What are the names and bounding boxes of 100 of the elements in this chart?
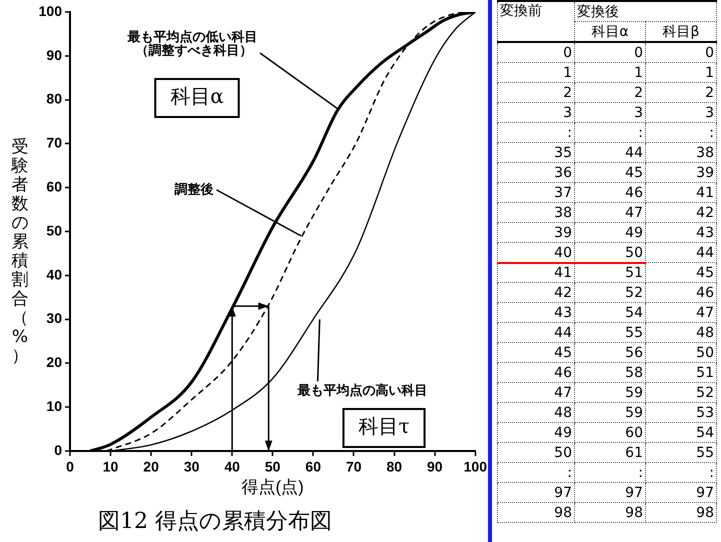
data-label: 45 xyxy=(574,162,646,182)
data-label: 97 xyxy=(646,482,716,502)
y-tick-label: 35 xyxy=(498,142,574,162)
x-tick-label: 80 xyxy=(386,458,402,474)
data-label: 97 xyxy=(574,482,646,502)
data-label: 1 xyxy=(646,62,716,82)
data-label: 59 xyxy=(574,402,646,422)
data-label: 3 xyxy=(574,102,646,122)
y-tick-label: 97 xyxy=(498,482,574,502)
data-label: 3 xyxy=(646,102,716,122)
annotation: 科目τ xyxy=(358,414,410,438)
x-tick-label: 10 xyxy=(102,458,119,474)
text: 図12 得点の累積分布図 xyxy=(97,508,333,536)
data-label: 41 xyxy=(646,182,716,202)
data-label: 47 xyxy=(574,202,646,222)
data-label: 49 xyxy=(574,222,646,242)
y-tick-label: 46 xyxy=(498,362,574,382)
annotation: 調整後 xyxy=(174,181,214,198)
y-tick-label: 40 xyxy=(498,242,574,262)
y-tick-label: : xyxy=(498,122,574,142)
y-tick-label: 50 xyxy=(46,222,62,238)
text: : xyxy=(709,124,714,140)
data-label: 45 xyxy=(646,262,716,282)
data-label: 48 xyxy=(646,322,716,342)
text: : xyxy=(709,464,714,480)
y-tick-label: 70 xyxy=(46,134,62,151)
x-tick-label: 0 xyxy=(66,458,74,474)
data-label: 55 xyxy=(574,322,646,342)
x-tick-label: 50 xyxy=(264,458,281,474)
data-label: 42 xyxy=(646,202,716,222)
annotation: 最も平均点の高い科目 xyxy=(296,382,428,399)
y-tick-label: 3 xyxy=(498,102,574,122)
data-label: 39 xyxy=(646,162,716,182)
x-tick-label: 30 xyxy=(184,458,200,474)
y-tick-label: 90 xyxy=(46,46,62,63)
data-label: 52 xyxy=(574,282,646,302)
data-label: 53 xyxy=(646,402,716,422)
x-tick-label: 科目β xyxy=(646,22,716,42)
annotation: 最も平均点の低い科目 xyxy=(126,28,258,45)
y-tick-label: 44 xyxy=(498,322,574,342)
data-label: 60 xyxy=(574,422,646,442)
annotation: 科目α xyxy=(170,84,224,108)
data-label: 98 xyxy=(574,502,646,522)
x-axis-title: 得点(点) xyxy=(241,477,304,496)
data-label: 59 xyxy=(574,382,646,402)
y-tick-label: 98 xyxy=(498,502,574,522)
y-tick-label: 49 xyxy=(498,422,574,442)
y-tick-label: 1 xyxy=(498,62,574,82)
y-axis-title: 変換前 xyxy=(498,1,574,42)
data-label: 1 xyxy=(574,62,646,82)
data-label: 2 xyxy=(574,82,646,102)
data-label: 2 xyxy=(646,82,716,102)
y-tick-label: 30 xyxy=(46,310,62,326)
y-tick-label: 20 xyxy=(46,354,62,370)
text: : xyxy=(638,464,643,480)
y-tick-label: 41 xyxy=(498,262,574,282)
data-label: 38 xyxy=(646,142,716,162)
y-tick-label: 38 xyxy=(498,202,574,222)
data-label: 52 xyxy=(646,382,716,402)
data-label: 51 xyxy=(574,262,646,282)
x-tick-label: 90 xyxy=(427,458,443,474)
y-tick-label: 42 xyxy=(498,282,574,302)
x-tick-label: 100 xyxy=(464,458,488,474)
y-tick-label: 80 xyxy=(46,90,62,107)
data-label: 56 xyxy=(574,342,646,362)
data-label: 0 xyxy=(574,42,646,62)
data-label: 58 xyxy=(574,362,646,382)
data-label: 55 xyxy=(646,442,716,462)
data-label: 44 xyxy=(574,142,646,162)
y-tick-label: 2 xyxy=(498,82,574,102)
data-label: 46 xyxy=(574,182,646,202)
y-tick-label: 100 xyxy=(38,2,62,19)
y-tick-label: 0 xyxy=(498,42,574,62)
y-tick-label: 47 xyxy=(498,382,574,402)
y-tick-label: 60 xyxy=(46,178,62,194)
annotation: （調整すべき科目） xyxy=(136,42,252,58)
data-label: 44 xyxy=(646,242,716,262)
y-tick-label: 0 xyxy=(54,442,62,458)
y-tick-label: 10 xyxy=(46,398,62,414)
x-tick-label: 20 xyxy=(143,458,160,474)
y-tick-label: 36 xyxy=(498,162,574,182)
data-label: 43 xyxy=(646,222,716,242)
x-tick-label: 60 xyxy=(305,458,322,474)
data-label: 61 xyxy=(574,442,646,462)
data-label: 47 xyxy=(646,302,716,322)
data-label: 54 xyxy=(646,422,716,442)
text: : xyxy=(638,124,643,140)
data-label: 51 xyxy=(646,362,716,382)
x-tick-label: 40 xyxy=(224,458,240,474)
x-axis-title: 変換後 xyxy=(574,1,716,22)
y-tick-label: 48 xyxy=(498,402,574,422)
data-label: 46 xyxy=(646,282,716,302)
y-tick-label: : xyxy=(498,462,574,482)
data-label: 50 xyxy=(574,242,646,262)
y-tick-label: 39 xyxy=(498,222,574,242)
data-label: 54 xyxy=(574,302,646,322)
y-tick-label: 37 xyxy=(498,182,574,202)
y-tick-label: 43 xyxy=(498,302,574,322)
data-label: 0 xyxy=(646,42,716,62)
y-tick-label: 45 xyxy=(498,342,574,362)
